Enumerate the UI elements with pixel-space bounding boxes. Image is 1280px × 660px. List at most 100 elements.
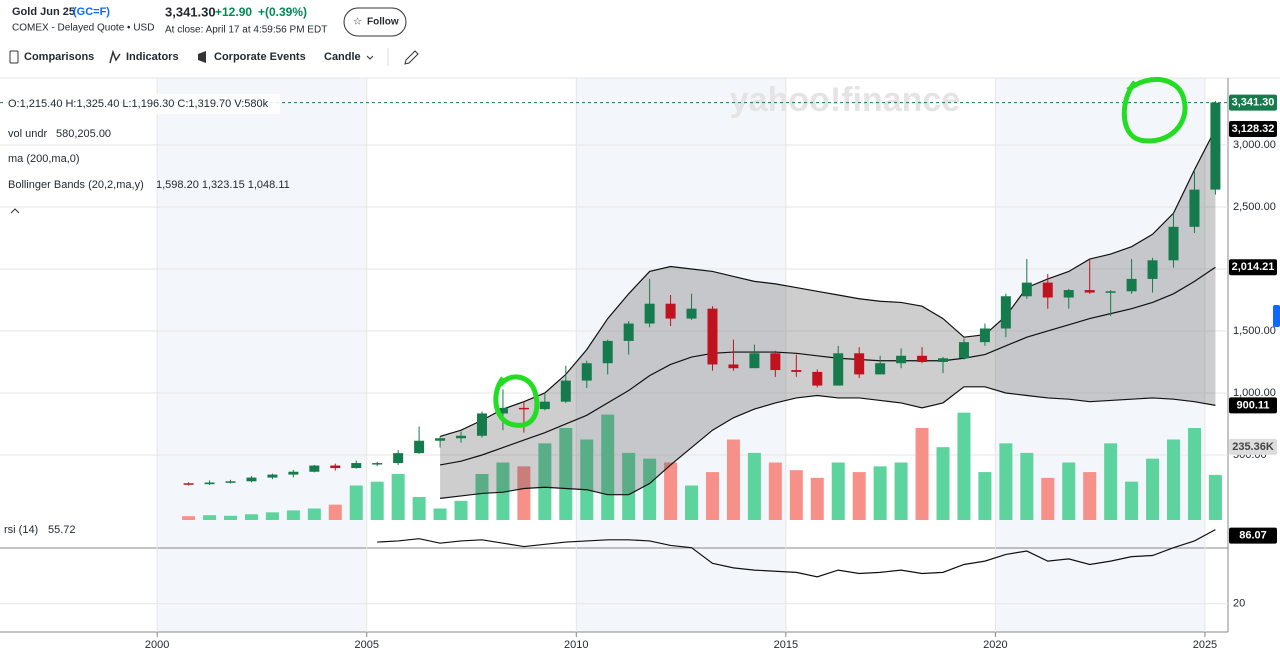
volume-bar (852, 472, 866, 520)
y-tick-label: 3,000.00 (1233, 139, 1276, 151)
volume-bar (370, 481, 384, 520)
volume-bar (475, 474, 489, 520)
candle-body (749, 353, 760, 369)
candle-body (414, 440, 425, 454)
corporate-events[interactable]: Corporate Events (214, 51, 306, 63)
hand-circle (493, 374, 540, 428)
chart-style[interactable]: Candle (324, 51, 361, 63)
axis-value-label: 3,341.30 (1232, 97, 1275, 109)
volume-bar (1041, 477, 1055, 520)
candle-body (1210, 102, 1221, 190)
candle-body (833, 353, 844, 386)
candle-body (623, 323, 634, 341)
bollinger-legend-name: Bollinger Bands (20,2,ma,y) (8, 179, 144, 191)
axis-value-tag (1229, 259, 1277, 276)
follow-label[interactable]: Follow (367, 17, 399, 28)
volume-bar (559, 428, 573, 520)
volume-bar (265, 512, 279, 520)
candle-body (372, 463, 383, 465)
axis-value-label: 235.36K (1232, 441, 1274, 453)
candle-body (1126, 278, 1137, 292)
candle-body (979, 328, 990, 343)
candle-body (1168, 226, 1179, 261)
volume-bar (915, 428, 929, 520)
volume-bar (685, 485, 699, 520)
candle-body (267, 474, 278, 478)
volume-bar (412, 497, 426, 520)
change: +12.90 (215, 5, 252, 19)
candle-body (1084, 290, 1095, 293)
candle-body (183, 483, 194, 485)
y-tick-label: 1,000.00 (1233, 387, 1276, 399)
toolbar: Comparisons Indicators Corporate Events … (9, 48, 419, 66)
follow-button[interactable] (343, 7, 407, 37)
indicator-legend: O:1,215.40 H:1,325.40 L:1,196.30 C:1,319… (4, 94, 290, 536)
symbol: (GC=F) (73, 6, 110, 18)
candle-body (728, 364, 739, 369)
title: Gold Jun 25 (12, 6, 75, 18)
period-band (157, 78, 367, 632)
close-note: At close: April 17 at 4:59:56 PM EDT (165, 25, 327, 36)
volume-bar (349, 485, 363, 520)
bollinger-lower (439, 386, 1216, 499)
change-percent: +(0.39%) (258, 5, 307, 19)
comparisons[interactable]: Comparisons (24, 51, 94, 63)
collapse-icon[interactable] (10, 208, 20, 214)
subtitle: COMEX - Delayed Quote • USD (12, 23, 154, 34)
candle-body (958, 342, 969, 359)
candle-body (1105, 291, 1116, 293)
volume-bar (224, 515, 238, 520)
candle-body (518, 407, 529, 410)
volume-bar (1146, 458, 1160, 520)
volume-bar (622, 452, 636, 520)
volume-bar (1104, 443, 1118, 520)
axis-value-tag (1229, 527, 1277, 544)
draw-icon[interactable] (404, 50, 419, 65)
axis-value-label: 2,014.21 (1232, 261, 1275, 273)
volume-bar (454, 500, 468, 520)
candle-body (497, 407, 508, 414)
annotations (493, 76, 1188, 428)
y-tick-label: 2,500.00 (1233, 201, 1276, 213)
candle-body (917, 355, 928, 362)
candle-body (1000, 296, 1011, 329)
x-tick-label: 2025 (1193, 639, 1217, 651)
ohlc-legend: O:1,215.40 H:1,325.40 L:1,196.30 C:1,319… (8, 98, 269, 110)
candle-body (1063, 290, 1074, 298)
candle-body (560, 380, 571, 402)
volume-bar (517, 466, 531, 520)
candle-body (539, 401, 550, 410)
volume-bar (873, 466, 887, 520)
bollinger-legend-values: 1,598.20 1,323.15 1,048.11 (156, 179, 290, 191)
bollinger-fill (440, 129, 1216, 499)
axis-value-tag (1229, 397, 1277, 414)
candle-body (665, 303, 676, 319)
volume-bar (203, 515, 217, 520)
volume-bar (705, 472, 719, 520)
header: Gold Jun 25 (GC=F) COMEX - Delayed Quote… (12, 4, 407, 37)
volume-bar (810, 477, 824, 520)
volume-bar (664, 462, 678, 520)
candle-body (1042, 282, 1053, 298)
x-tick-label: 2010 (564, 639, 588, 651)
side-tab[interactable] (1273, 305, 1280, 327)
volume-bar (391, 474, 405, 520)
indicators[interactable]: Indicators (126, 51, 179, 63)
volume-bar (1083, 472, 1097, 520)
volume-bar (936, 447, 950, 520)
period-band (995, 78, 1205, 632)
comparisons-icon (9, 50, 19, 64)
volume-legend-value: 580,205.00 (56, 128, 111, 140)
volume-bar (789, 470, 803, 520)
volume-bar (768, 462, 782, 520)
axis-value-tag (1229, 121, 1277, 138)
volume-bar (433, 508, 447, 520)
candle-body (938, 358, 949, 362)
axis-value-label: 86.07 (1239, 530, 1267, 542)
volume-bar (643, 458, 657, 520)
candle-body (204, 482, 215, 485)
indicators-icon (109, 49, 121, 64)
candle-body (456, 435, 467, 439)
candle-body (393, 453, 404, 464)
